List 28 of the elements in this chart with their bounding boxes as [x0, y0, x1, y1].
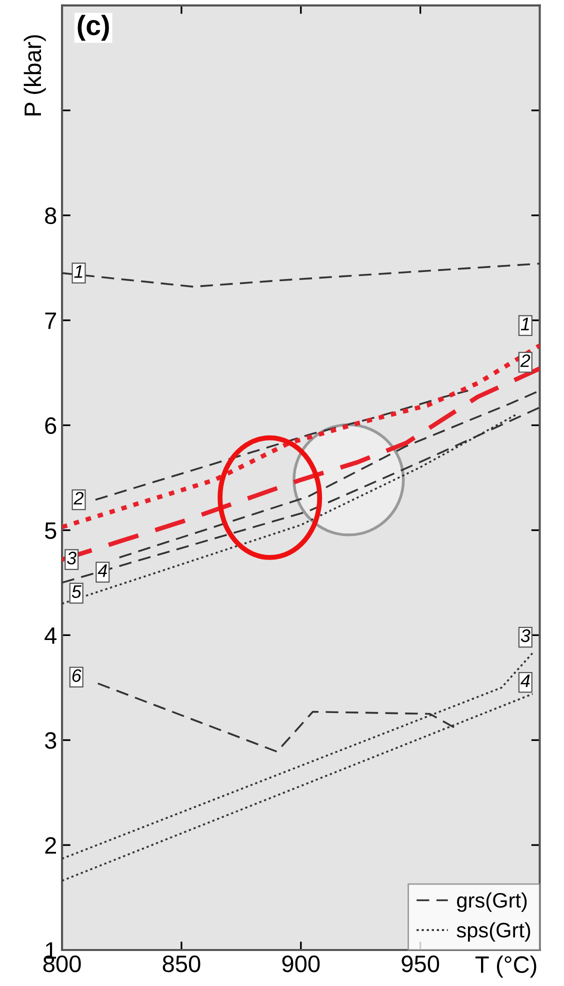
x-tick-label: 850 — [162, 955, 200, 972]
legend-label: sps(Grt) — [456, 922, 530, 942]
x-axis-title: T (°C) — [475, 956, 536, 978]
y-tick-label: 4 — [44, 627, 56, 644]
chart-title: (c) — [78, 14, 109, 41]
annotation: 4 — [98, 564, 107, 577]
y-tick-label: 8 — [45, 207, 56, 224]
y-tick-label: 7 — [45, 312, 56, 329]
annotation: 3 — [520, 629, 530, 642]
y-axis-title: P (kbar) — [24, 35, 46, 116]
y-tick-label: 6 — [45, 417, 56, 434]
annotation: 1 — [520, 318, 529, 330]
line-series — [94, 390, 469, 501]
x-tick-label: 950 — [402, 955, 440, 972]
y-tick-label: 5 — [44, 522, 56, 539]
x-tick-label: 900 — [282, 955, 320, 972]
y-tick-label: 2 — [45, 837, 56, 854]
annotation: 1 — [74, 265, 82, 278]
annotation: 5 — [72, 585, 82, 598]
annotation: 2 — [74, 492, 84, 504]
annotation: 2 — [520, 354, 530, 367]
annotation: 6 — [72, 669, 82, 682]
y-tick-label: 3 — [44, 732, 56, 749]
annotation: 4 — [520, 674, 530, 688]
line-series — [62, 262, 540, 288]
annotation: 3 — [66, 552, 76, 564]
legend-label: grs(Grt) — [457, 892, 527, 912]
line-series — [62, 343, 540, 530]
